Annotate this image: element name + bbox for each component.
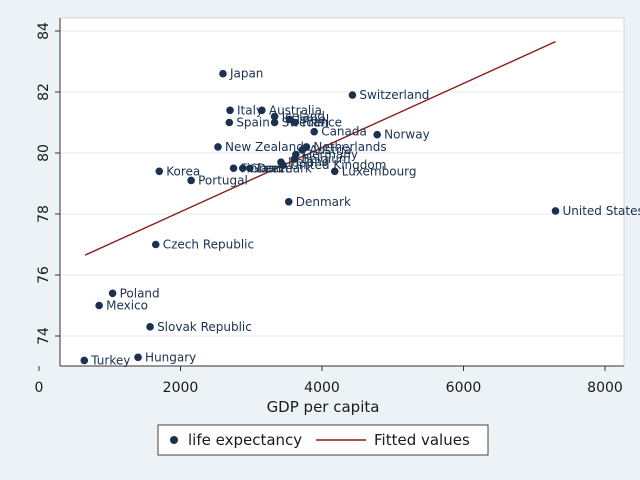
data-point-label: Hungary bbox=[145, 350, 196, 364]
data-point bbox=[155, 167, 164, 176]
data-point bbox=[298, 146, 306, 154]
data-point-label: Denmark bbox=[296, 195, 351, 209]
data-point bbox=[330, 167, 339, 176]
data-point bbox=[285, 115, 294, 124]
x-tick-label: 6000 bbox=[446, 380, 482, 396]
data-point bbox=[284, 198, 293, 206]
y-tick-label: 84 bbox=[36, 22, 52, 40]
data-point bbox=[225, 118, 234, 127]
data-point bbox=[258, 106, 266, 115]
data-point bbox=[187, 176, 195, 185]
data-point-label: Netherlands bbox=[313, 140, 386, 154]
data-point-label: Greece bbox=[250, 161, 293, 175]
fitted-line-layer bbox=[84, 41, 556, 256]
data-point bbox=[246, 164, 254, 173]
data-point-label: Mexico bbox=[106, 299, 148, 313]
y-tick-label: 76 bbox=[36, 266, 52, 284]
data-point bbox=[95, 301, 103, 310]
data-point-label: Turkey bbox=[90, 353, 130, 367]
legend-marker-icon bbox=[170, 436, 178, 444]
data-point bbox=[551, 207, 560, 215]
data-point-label: France bbox=[302, 116, 342, 130]
data-point-label: Australia bbox=[269, 103, 322, 117]
data-point-label: Italy bbox=[237, 103, 263, 117]
fitted-line bbox=[84, 41, 556, 256]
data-point-label: Canada bbox=[321, 125, 367, 139]
data-point bbox=[226, 106, 234, 115]
data-point-label: Ireland bbox=[288, 155, 330, 169]
data-point-label: United Kingdom bbox=[290, 158, 386, 172]
data-point bbox=[348, 91, 357, 99]
data-point-label: New Zealand bbox=[225, 140, 304, 154]
legend: life expectancy Fitted values bbox=[157, 424, 489, 456]
plot-area bbox=[59, 17, 625, 367]
data-point bbox=[238, 164, 247, 173]
data-point bbox=[279, 161, 287, 169]
x-tick-label: 4000 bbox=[304, 380, 340, 396]
y-tick-label: 78 bbox=[36, 205, 52, 223]
data-point-label: Slovak Republic bbox=[157, 320, 252, 334]
legend-label-life-expectancy: life expectancy bbox=[188, 431, 302, 449]
data-point bbox=[270, 118, 279, 127]
data-point-label: Portugal bbox=[198, 173, 248, 187]
y-tick-label: 74 bbox=[36, 327, 52, 345]
data-point-label: Germany bbox=[303, 148, 358, 162]
data-point-label: Japan bbox=[229, 67, 263, 81]
data-point-label: Belgium bbox=[301, 152, 350, 166]
x-tick-label: 0 bbox=[35, 380, 44, 396]
data-point-label: Denmark bbox=[257, 161, 312, 175]
data-point bbox=[310, 127, 319, 136]
data-point-label: Luxembourg bbox=[342, 164, 417, 178]
data-point bbox=[108, 289, 117, 298]
data-point bbox=[151, 240, 160, 249]
data-point bbox=[270, 112, 279, 121]
data-point bbox=[373, 130, 381, 139]
x-axis-title: GDP per capita bbox=[267, 398, 380, 416]
data-point-label: United States bbox=[562, 204, 640, 218]
data-point bbox=[214, 143, 222, 151]
axes: 74 76 78 80 82 84 0 2000 4000 6000 8000 bbox=[35, 18, 624, 396]
data-point-label: Spain bbox=[236, 116, 270, 130]
data-point bbox=[229, 164, 238, 173]
data-point-label: Poland bbox=[120, 286, 160, 300]
data-point bbox=[290, 155, 299, 163]
x-tick-label: 2000 bbox=[163, 380, 199, 396]
y-tick-label: 80 bbox=[36, 144, 52, 162]
data-point bbox=[80, 356, 89, 365]
data-point bbox=[291, 118, 299, 127]
legend-label-fitted-values: Fitted values bbox=[374, 431, 470, 449]
grid bbox=[60, 30, 624, 337]
data-point bbox=[134, 353, 142, 362]
data-point-label: Norway bbox=[384, 128, 430, 142]
data-point bbox=[146, 323, 154, 331]
data-point-label: Korea bbox=[166, 164, 200, 178]
data-point-label: Czech Republic bbox=[163, 238, 254, 252]
data-point-label: Switzerland bbox=[359, 88, 429, 102]
x-tick-label: 8000 bbox=[587, 380, 623, 396]
y-tick-label: 82 bbox=[36, 83, 52, 101]
data-point-label: Sweden bbox=[282, 116, 329, 130]
data-point-label: Israel bbox=[296, 112, 329, 126]
data-point-label: Austria bbox=[309, 143, 351, 157]
data-point bbox=[219, 69, 227, 78]
